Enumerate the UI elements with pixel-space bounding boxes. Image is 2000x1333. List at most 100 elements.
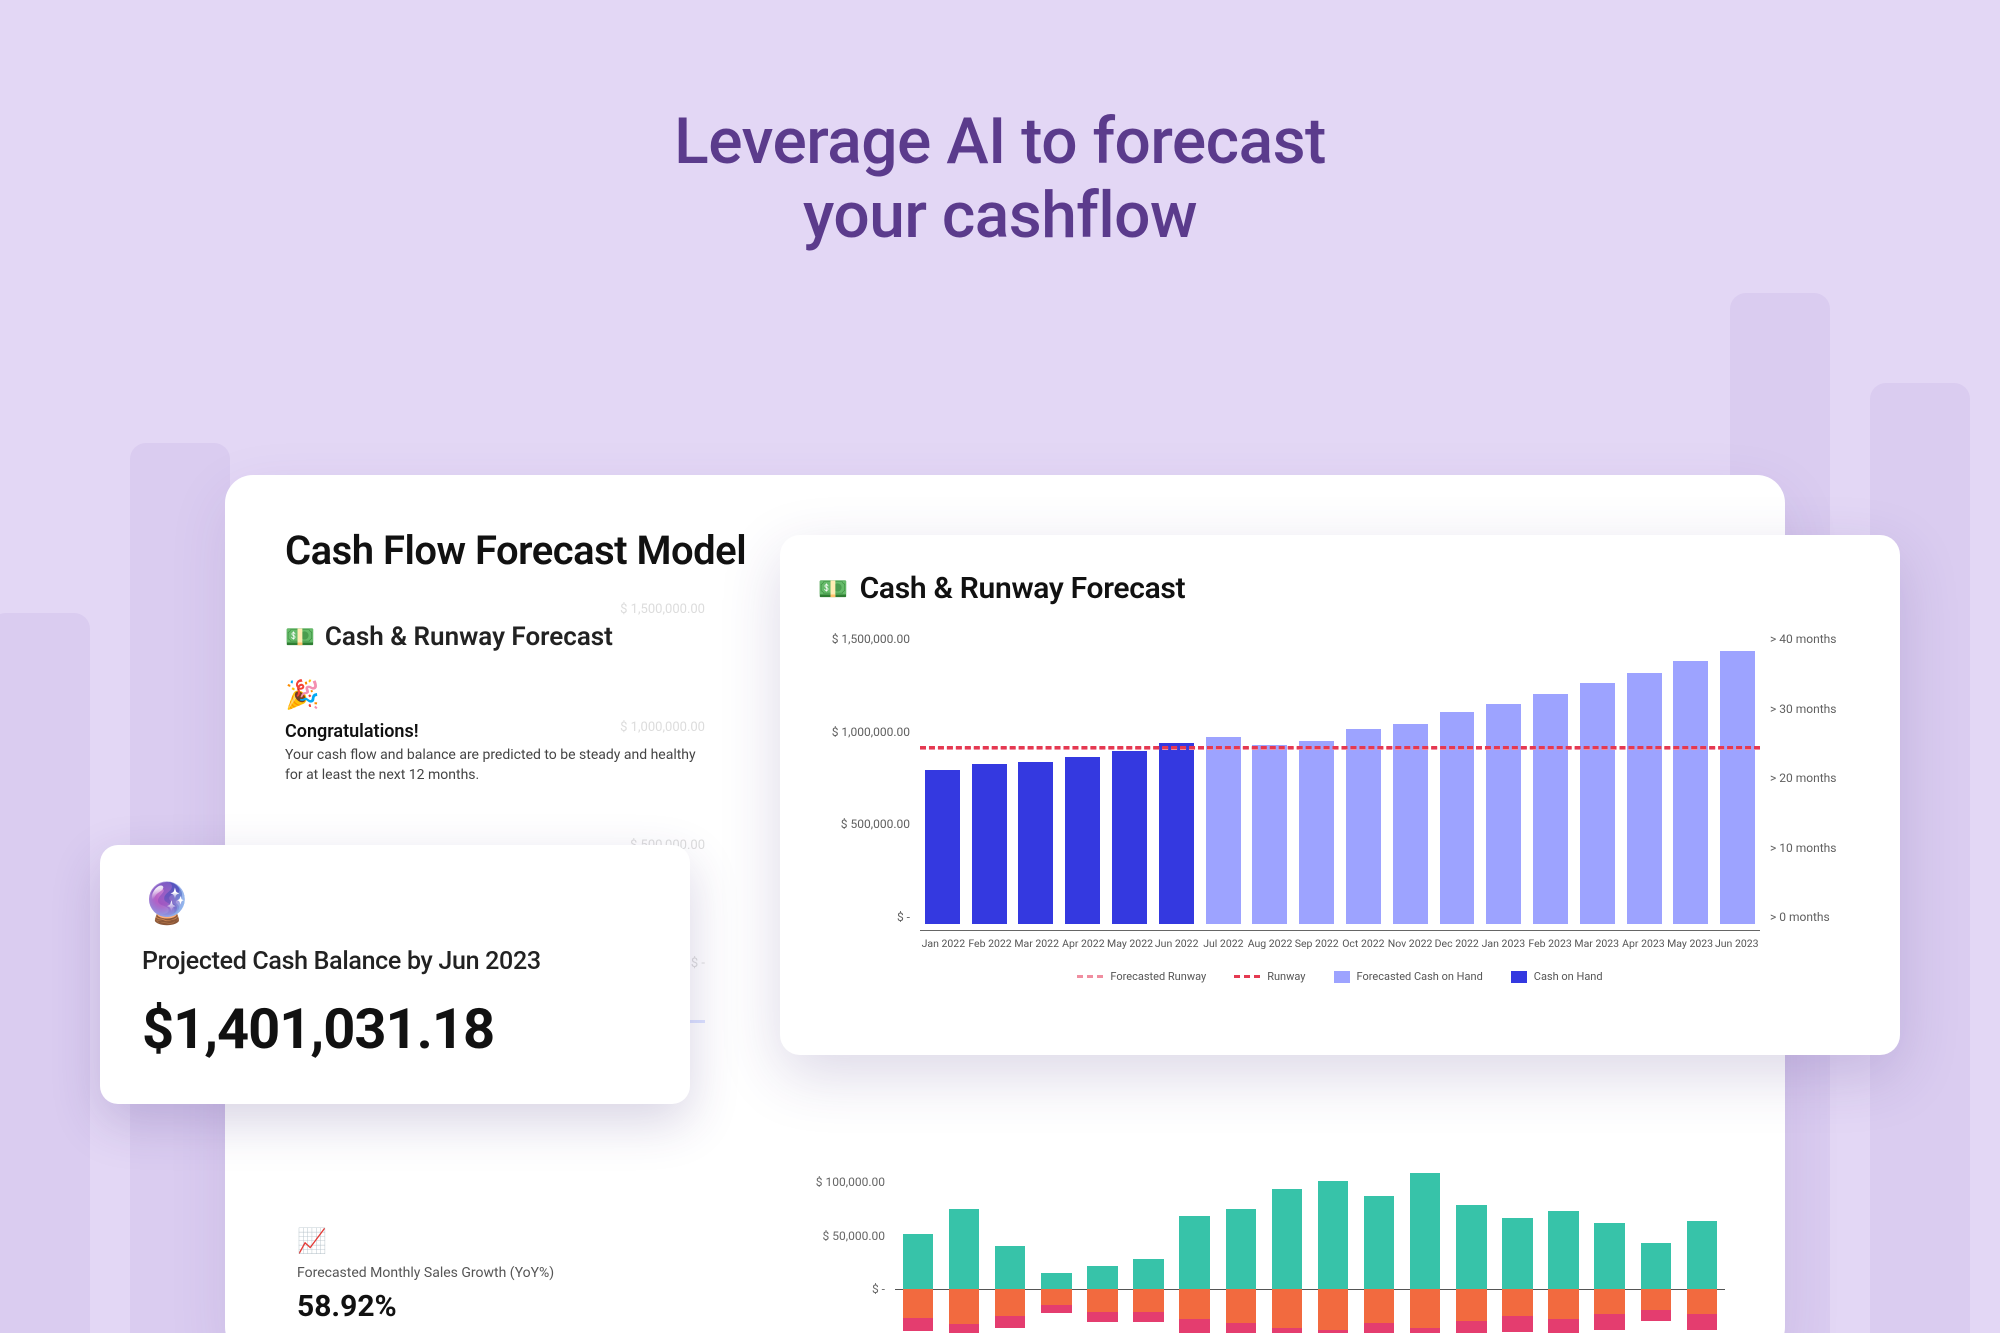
faded-y-label: $ 1,500,000.00 [620,603,705,616]
runway-forecast-card: 💵 Cash & Runway Forecast $ 1,500,000.00$… [780,535,1900,1055]
runway-y-right-axis: > 40 months> 30 months> 20 months> 10 mo… [1770,632,1870,924]
y-right-label: > 30 months [1770,702,1870,716]
stacked-bar-slot [895,1175,941,1333]
runway-bar-slot [1107,632,1152,924]
stacked-bar-slot [987,1175,1033,1333]
positive-bar [1041,1273,1071,1289]
y-left-label: $ 1,500,000.00 [810,632,910,646]
x-label: Sep 2022 [1293,931,1340,962]
positive-bar [1502,1218,1532,1289]
money-icon: 💵 [818,575,848,603]
crystal-ball-icon: 🔮 [142,880,648,927]
stacked-plot [895,1175,1725,1333]
y-left-label: $ 500,000.00 [810,817,910,831]
negative-bar-b [1456,1321,1486,1333]
negative-bar-b [1226,1323,1256,1333]
negative-bar-b [1687,1314,1717,1330]
negative-bar-a [1410,1289,1440,1328]
runway-bar [1533,694,1568,924]
stacked-bar-slot [1079,1175,1125,1333]
runway-x-axis: Jan 2022Feb 2022Mar 2022Apr 2022May 2022… [920,930,1760,962]
x-label: Mar 2023 [1573,931,1620,962]
stacked-bar-slot [1264,1175,1310,1333]
runway-bar-slot [1341,632,1386,924]
stacked-bar-slot [1218,1175,1264,1333]
runway-bar-slot [1294,632,1339,924]
stacked-bar-slot [1172,1175,1218,1333]
stacked-y-axis: $ 100,000.00$ 50,000.00$ -$ (50,000.00)$… [790,1175,885,1333]
stacked-bar-slot [1679,1175,1725,1333]
negative-bar-b [1041,1305,1071,1313]
stacked-bar-slot [1356,1175,1402,1333]
x-label: Apr 2023 [1620,931,1667,962]
legend-swatch [1077,975,1103,978]
chart-up-icon: 📈 [297,1227,554,1255]
runway-bar-slot [1201,632,1246,924]
stacked-bar-slot [1587,1175,1633,1333]
y-right-label: > 0 months [1770,910,1870,924]
stacked-bar-slot [1633,1175,1679,1333]
x-label: Aug 2022 [1247,931,1294,962]
legend-swatch [1334,971,1350,983]
runway-bar-slot [1481,632,1526,924]
x-label: May 2022 [1107,931,1154,962]
legend-item: Forecasted Cash on Hand [1334,970,1483,983]
positive-bar [1594,1223,1624,1289]
x-label: Feb 2023 [1527,931,1574,962]
negative-bar-b [1548,1319,1578,1333]
runway-bar-slot [1528,632,1573,924]
legend-item: Runway [1234,970,1305,983]
growth-metric: 📈 Forecasted Monthly Sales Growth (YoY%)… [297,1227,554,1324]
projected-value: $1,401,031.18 [142,996,648,1062]
runway-y-left-axis: $ 1,500,000.00 $ 1,000,000.00 $ 500,000.00… [810,632,910,924]
legend-label: Forecasted Cash on Hand [1357,970,1483,983]
y-left-label: $ 1,000,000.00 [810,725,910,739]
negative-bar-a [1226,1289,1256,1323]
runway-bar [1346,729,1381,924]
positive-bar [1318,1181,1348,1289]
x-label: Nov 2022 [1387,931,1434,962]
legend-swatch [1234,975,1260,978]
negative-bar-b [1502,1316,1532,1332]
x-label: Jul 2022 [1200,931,1247,962]
runway-title-row: 💵 Cash & Runway Forecast [818,571,1870,606]
runway-bar [1580,683,1615,924]
negative-bar-a [949,1289,979,1324]
negative-bar-a [1502,1289,1532,1316]
runway-bar-slot [1575,632,1620,924]
negative-bar-b [1179,1319,1209,1333]
runway-bar [972,764,1007,924]
growth-value: 58.92% [297,1289,554,1324]
runway-plot [920,632,1760,924]
runway-bar [1393,724,1428,925]
negative-bar-a [995,1289,1025,1316]
y-right-label: > 20 months [1770,771,1870,785]
negative-bar-a [1364,1289,1394,1323]
runway-bar [1206,737,1241,924]
stacked-y-label: $ 100,000.00 [790,1175,885,1189]
x-label: Dec 2022 [1433,931,1480,962]
negative-bar-a [1133,1289,1163,1312]
runway-bar-slot [1715,632,1760,924]
negative-bar-a [1041,1289,1071,1305]
runway-line [920,746,1760,749]
negative-bar-b [949,1324,979,1333]
runway-bar-slot [967,632,1012,924]
x-label: Jan 2022 [920,931,967,962]
stacked-bar-slot [941,1175,987,1333]
runway-bar [1627,673,1662,924]
negative-bar-a [1594,1289,1624,1314]
stacked-bar-slot [1402,1175,1448,1333]
positive-bar [1272,1189,1302,1289]
runway-bar [1018,762,1053,924]
runway-bar [1159,743,1194,924]
legend-item: Forecasted Runway [1077,970,1206,983]
stacked-bar-slot [1033,1175,1079,1333]
stacked-bar-slot [1494,1175,1540,1333]
runway-bar [1486,704,1521,924]
x-label: Oct 2022 [1340,931,1387,962]
positive-bar [1179,1216,1209,1289]
runway-bar-slot [1060,632,1105,924]
stacked-bar-slot [1310,1175,1356,1333]
runway-bar-slot [1247,632,1292,924]
